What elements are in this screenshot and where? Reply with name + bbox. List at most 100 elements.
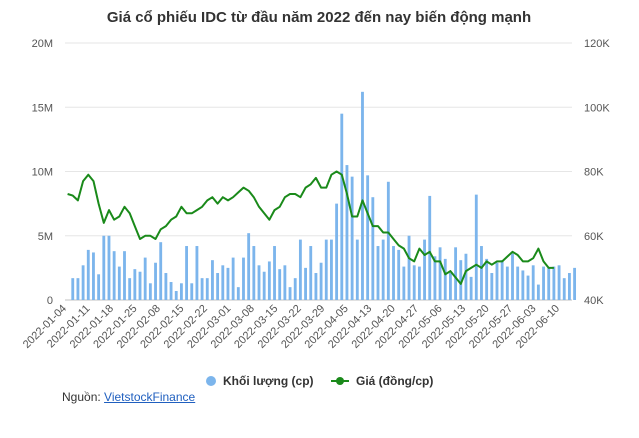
volume-bar (216, 273, 220, 300)
volume-bar (531, 265, 535, 300)
volume-bar (138, 271, 142, 300)
volume-bar (557, 265, 561, 300)
volume-bar (505, 266, 509, 300)
volume-bar (179, 283, 183, 300)
legend-volume-label: Khối lượng (cp) (223, 374, 314, 388)
volume-bar (205, 278, 209, 300)
legend[interactable]: Khối lượng (cp) Giá (đồng/cp) (206, 374, 433, 388)
volume-bar (397, 249, 401, 300)
volume-bar (314, 273, 318, 300)
volume-bar (495, 262, 499, 300)
source-note: Nguồn: VietstockFinance (62, 390, 195, 404)
volume-bar (278, 269, 282, 300)
volume-bar (542, 266, 545, 300)
source-link[interactable]: VietstockFinance (104, 390, 196, 404)
y-right-tick-label: 120K (584, 38, 610, 50)
volume-bar (309, 246, 313, 300)
volume-bar (133, 269, 137, 300)
volume-bar (195, 246, 199, 300)
volume-bar (247, 233, 251, 300)
y-left-tick-label: 15M (32, 102, 53, 114)
volume-bar (433, 256, 437, 300)
volume-bar (298, 239, 302, 300)
volume-bar (154, 262, 157, 300)
source-label: Nguồn: (62, 390, 101, 404)
volume-bar (273, 246, 276, 300)
volume-bar (417, 266, 421, 300)
volume-bar (511, 253, 514, 300)
volume-bar (547, 267, 551, 300)
volume-bar (412, 265, 416, 300)
volume-bar (123, 251, 126, 300)
volume-bar (459, 260, 463, 300)
volume-bar (376, 246, 380, 300)
price-line (67, 170, 554, 285)
volume-bar (355, 239, 359, 300)
volume-bar (257, 265, 261, 300)
volume-bars (71, 91, 577, 300)
volume-bar (283, 265, 287, 300)
volume-bar (211, 260, 214, 300)
volume-bar (117, 266, 121, 300)
volume-bar (480, 246, 483, 300)
volume-bar (392, 246, 395, 300)
y-right-tick-label: 40K (584, 295, 604, 307)
chart-title: Giá cổ phiếu IDC từ đầu năm 2022 đến nay… (107, 9, 531, 26)
volume-bar (386, 181, 390, 300)
volume-bar (469, 276, 473, 300)
legend-price-marker (336, 377, 344, 385)
y-left-tick-label: 0 (47, 295, 53, 307)
y-left-tick-label: 10M (32, 167, 53, 179)
volume-bar (252, 246, 256, 300)
volume-bar (340, 113, 344, 300)
volume-bar (567, 273, 571, 300)
volume-bar (443, 258, 447, 300)
volume-bar (500, 260, 504, 300)
volume-bar (402, 266, 406, 300)
volume-bar (148, 283, 152, 300)
volume-bar (236, 287, 240, 300)
volume-bar (164, 273, 168, 300)
volume-bar (102, 235, 106, 300)
volume-bar (438, 247, 442, 300)
volume-bar (366, 175, 370, 300)
volume-bar (361, 91, 364, 300)
volume-bar (169, 282, 173, 300)
volume-bar (407, 235, 411, 300)
volume-bar (536, 284, 540, 300)
volume-bar (324, 239, 328, 300)
volume-bar (81, 265, 85, 300)
volume-bar (474, 194, 478, 300)
y-right-tick-label: 60K (584, 231, 604, 243)
volume-bar (330, 239, 333, 300)
volume-bar (319, 262, 323, 300)
volume-bar (516, 266, 520, 300)
legend-price-label: Giá (đồng/cp) (356, 374, 433, 388)
volume-bar (107, 235, 111, 300)
volume-bar (293, 278, 297, 300)
volume-bar (226, 267, 230, 300)
volume-bar (231, 257, 235, 300)
volume-bar (552, 266, 556, 300)
volume-bar (221, 265, 225, 300)
volume-bar (92, 252, 95, 300)
y-left-tick-label: 20M (32, 38, 53, 50)
volume-bar (423, 239, 426, 300)
volume-bar (159, 242, 163, 300)
volume-bar (454, 247, 458, 300)
volume-bar (428, 195, 432, 300)
volume-bar (190, 283, 194, 300)
y-right-tick-label: 80K (584, 167, 604, 179)
volume-bar (185, 246, 188, 300)
volume-bar (288, 287, 292, 300)
volume-bar (242, 257, 245, 300)
volume-bar (200, 278, 204, 300)
volume-bar (526, 275, 530, 300)
volume-bar (128, 278, 132, 300)
volume-bar (371, 197, 375, 300)
volume-bar (464, 253, 468, 300)
volume-bar (267, 261, 271, 300)
volume-bar (345, 165, 349, 300)
volume-bar (335, 203, 339, 300)
